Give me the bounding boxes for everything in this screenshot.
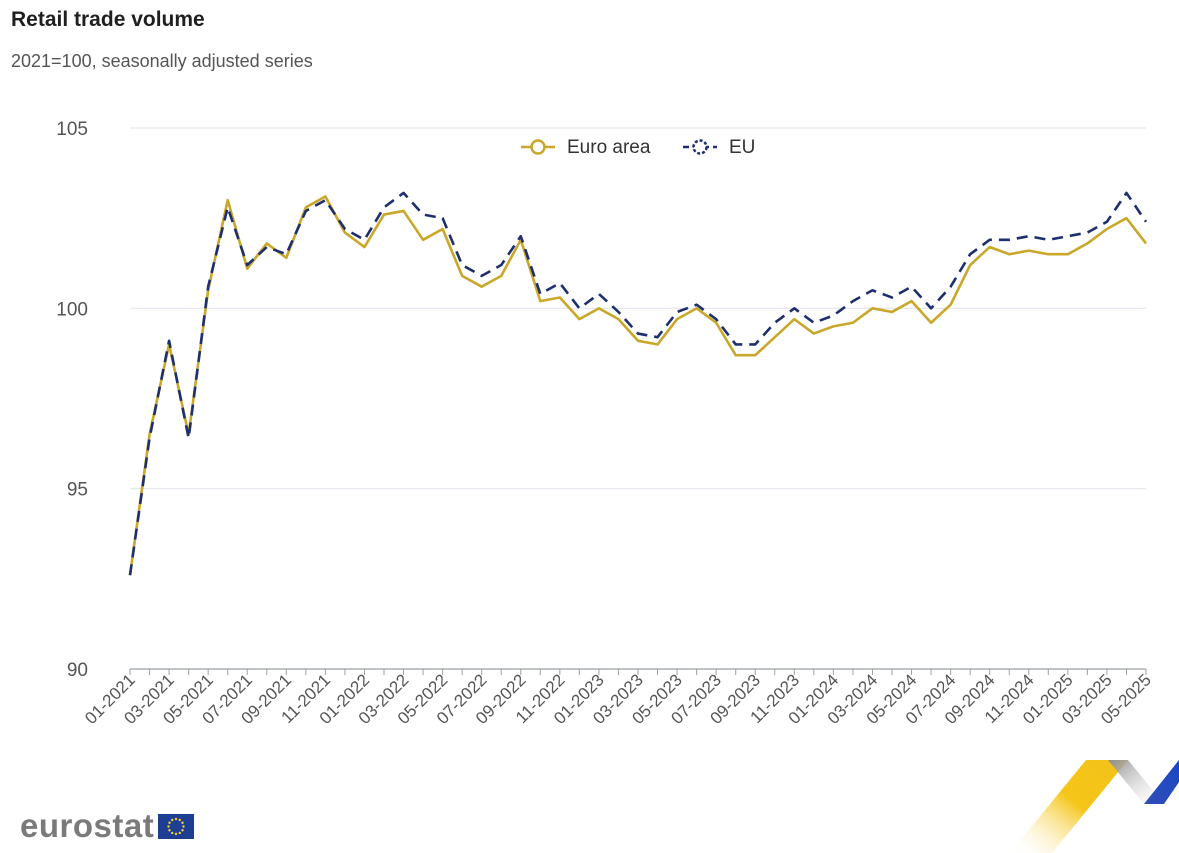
legend-label-eu: EU	[729, 137, 755, 158]
series-lines	[128, 191, 1148, 576]
legend-item-eu[interactable]: EU	[683, 137, 755, 158]
deco-grey	[1108, 760, 1164, 804]
corner-decoration	[1010, 760, 1179, 853]
legend: Euro area EU	[521, 137, 755, 158]
legend-marker-eu	[692, 139, 708, 155]
x-axis	[129, 668, 1147, 675]
series-line-eu[interactable]	[128, 191, 1148, 576]
legend-marker-euro-area	[530, 139, 546, 155]
x-axis-ticks: 01-202103-202105-202107-202109-202111-20…	[81, 670, 1155, 728]
logo-text: eurostat	[20, 807, 155, 844]
chart-title: Retail trade volume	[11, 8, 205, 31]
chart-subtitle: 2021=100, seasonally adjusted series	[11, 51, 313, 71]
y-axis-ticks: 90 95 100 105	[56, 119, 88, 681]
legend-label-euro-area: Euro area	[567, 137, 651, 158]
eu-flag-icon	[158, 813, 195, 839]
y-tick-label: 95	[67, 480, 88, 501]
deco-yellow	[1010, 760, 1128, 853]
y-tick-label: 105	[56, 119, 88, 140]
legend-item-euro-area[interactable]: Euro area	[521, 137, 651, 158]
grid-lines	[130, 127, 1146, 490]
deco-blue	[1144, 760, 1179, 804]
y-tick-label: 100	[56, 299, 88, 320]
eurostat-logo: eurostat	[20, 806, 195, 846]
y-tick-label: 90	[67, 660, 88, 681]
